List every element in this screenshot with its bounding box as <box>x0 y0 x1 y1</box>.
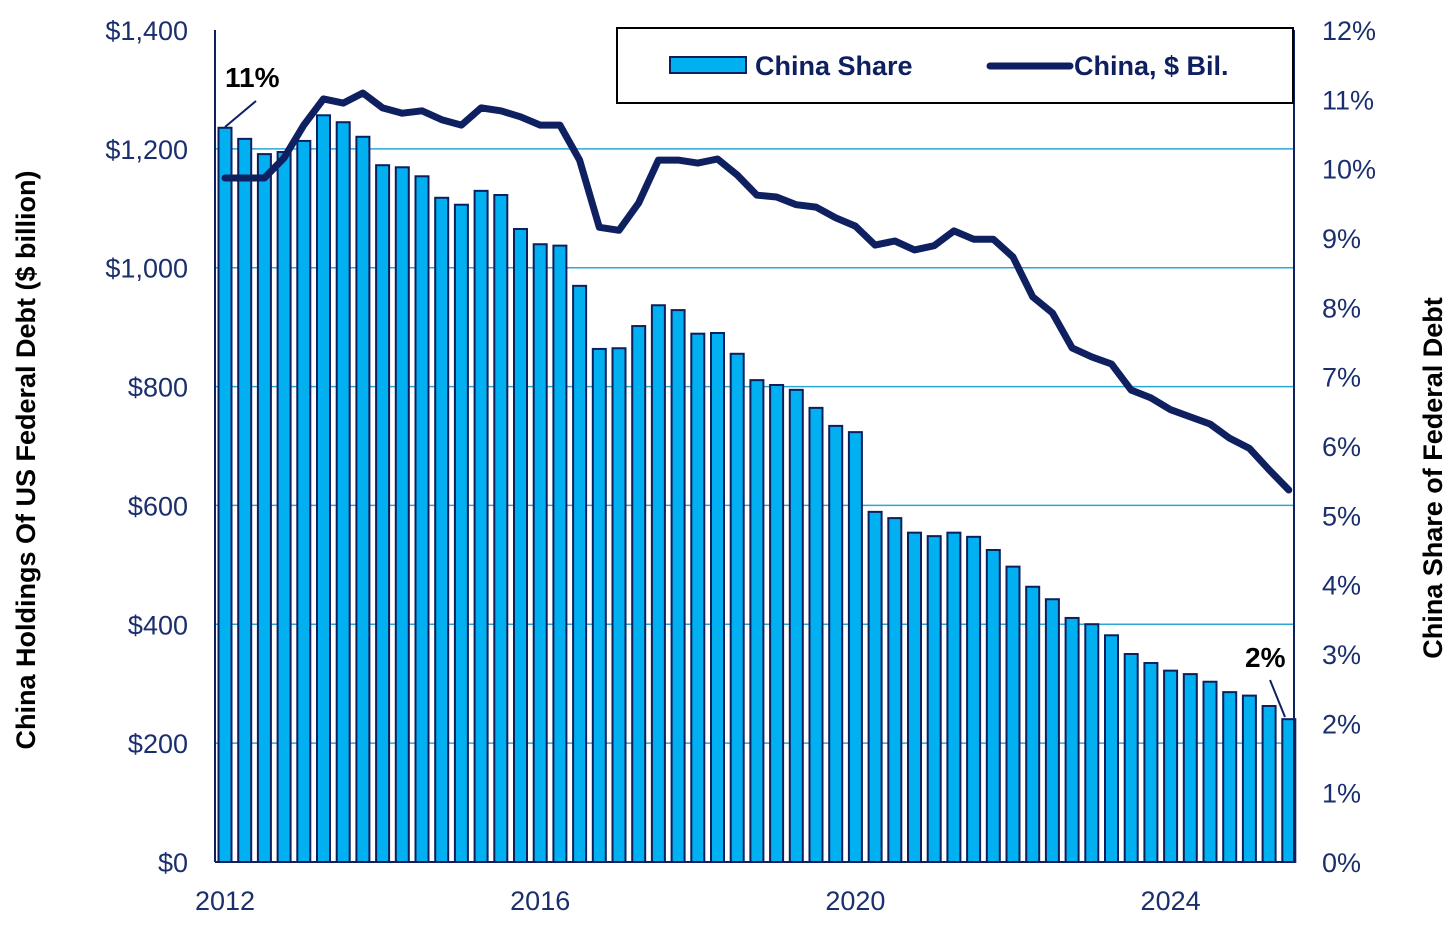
bar <box>769 383 785 863</box>
bar <box>473 189 489 863</box>
bar <box>1222 691 1238 864</box>
right-tick-label: 11% <box>1322 85 1374 115</box>
bar <box>631 325 647 863</box>
bar <box>867 510 883 863</box>
annotations: 11% 2% <box>224 62 1286 718</box>
bar <box>710 331 725 863</box>
right-tick-label: 5% <box>1322 501 1361 531</box>
bar <box>414 175 430 863</box>
left-tick-label: $1,400 <box>105 16 188 46</box>
bar <box>296 139 312 863</box>
bar <box>1104 634 1119 864</box>
x-tick-label: 2012 <box>195 886 255 916</box>
legend-label-share: China Share <box>755 51 913 81</box>
bar <box>237 137 253 863</box>
bar <box>591 347 607 863</box>
right-tick-label: 1% <box>1322 779 1361 809</box>
annotation-start-leader <box>224 100 257 128</box>
bar <box>650 304 666 863</box>
bar <box>1182 673 1198 864</box>
bar <box>1044 598 1060 864</box>
right-tick-label: 12% <box>1322 16 1376 46</box>
bar <box>355 135 371 864</box>
left-axis-title: China Holdings Of US Federal Debt ($ bil… <box>11 170 41 749</box>
axes <box>214 30 1295 863</box>
bar <box>256 153 272 863</box>
bar <box>828 424 844 863</box>
right-axis-ticks: 0% 1% 2% 3% 4% 5% 6% 7% 8% 9% 10% 11% 12% <box>1322 16 1376 878</box>
bar <box>572 284 588 863</box>
left-tick-label: $400 <box>128 610 188 640</box>
bar <box>375 164 391 863</box>
right-tick-label: 2% <box>1322 709 1361 739</box>
bar <box>690 332 706 863</box>
right-tick-label: 8% <box>1322 293 1361 323</box>
line-series <box>221 89 1293 494</box>
left-tick-label: $200 <box>128 729 188 759</box>
bar <box>493 194 509 864</box>
bar <box>1163 669 1179 864</box>
right-tick-label: 4% <box>1322 571 1361 601</box>
bar <box>276 151 292 863</box>
bar <box>670 309 686 863</box>
bar <box>1025 585 1041 863</box>
bar <box>808 406 824 863</box>
bar <box>1143 662 1159 863</box>
bar <box>847 431 863 863</box>
right-tick-label: 3% <box>1322 640 1361 670</box>
bar <box>1064 616 1080 863</box>
bar <box>788 388 804 863</box>
right-tick-label: 0% <box>1322 848 1361 878</box>
left-tick-label: $0 <box>158 848 188 878</box>
bar <box>1084 623 1100 863</box>
legend-label-holdings: China, $ Bil. <box>1074 51 1229 81</box>
annotation-start: 11% <box>225 62 280 93</box>
right-tick-label: 6% <box>1322 432 1361 462</box>
bar <box>749 379 765 863</box>
annotation-end-leader <box>1269 679 1286 718</box>
bar <box>729 352 745 863</box>
legend: China Share China, $ Bil. <box>616 27 1294 104</box>
bars <box>217 114 1297 864</box>
bar <box>611 347 627 863</box>
bar <box>985 549 1001 863</box>
right-tick-label: 9% <box>1322 224 1361 254</box>
legend-bar-swatch <box>669 56 747 74</box>
right-tick-label: 7% <box>1322 363 1361 393</box>
bar <box>1261 705 1277 863</box>
bar <box>316 114 331 863</box>
bar <box>217 126 233 863</box>
right-axis-title: China Share of Federal Debt <box>1418 297 1448 659</box>
bar <box>1241 694 1257 863</box>
x-tick-label: 2020 <box>825 886 885 916</box>
bar <box>966 535 982 863</box>
bar <box>394 166 410 863</box>
bar <box>335 121 351 864</box>
bar <box>1005 565 1021 863</box>
left-tick-label: $800 <box>128 373 188 403</box>
left-tick-label: $600 <box>128 491 188 521</box>
bar <box>453 203 469 864</box>
bar <box>513 227 528 863</box>
bar <box>1202 680 1218 863</box>
bar <box>887 517 903 864</box>
bar <box>434 196 450 863</box>
annotation-end: 2% <box>1245 642 1286 673</box>
x-axis-ticks: 2012 2016 2020 2024 <box>195 886 1201 916</box>
bar <box>907 531 922 864</box>
bar <box>946 531 962 864</box>
x-tick-label: 2024 <box>1141 886 1201 916</box>
bar <box>1123 653 1139 863</box>
bar <box>926 535 942 864</box>
left-tick-label: $1,200 <box>105 135 188 165</box>
left-axis-ticks: $0 $200 $400 $600 $800 $1,000 $1,200 $1,400 <box>105 16 188 878</box>
left-tick-label: $1,000 <box>105 254 188 284</box>
holdings-line <box>221 89 1293 494</box>
bar <box>532 243 548 864</box>
x-tick-label: 2016 <box>510 886 570 916</box>
right-tick-label: 10% <box>1322 155 1376 185</box>
bar <box>552 244 568 864</box>
